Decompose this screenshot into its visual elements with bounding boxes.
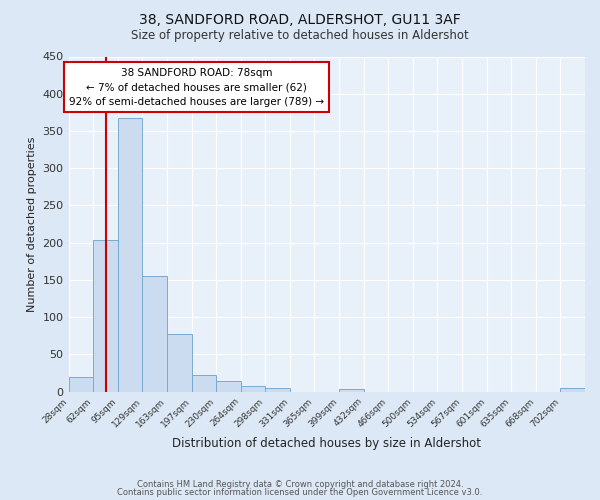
Bar [216, 380, 241, 392]
Bar [93, 240, 118, 392]
Bar [339, 388, 364, 392]
Bar [142, 276, 167, 392]
Bar [241, 386, 265, 392]
Bar [118, 118, 142, 392]
Bar [560, 388, 585, 392]
Text: Contains public sector information licensed under the Open Government Licence v3: Contains public sector information licen… [118, 488, 482, 497]
Bar [167, 334, 191, 392]
Text: 38 SANDFORD ROAD: 78sqm
← 7% of detached houses are smaller (62)
92% of semi-det: 38 SANDFORD ROAD: 78sqm ← 7% of detached… [69, 68, 324, 108]
Bar [191, 374, 216, 392]
Bar [265, 388, 290, 392]
Text: Size of property relative to detached houses in Aldershot: Size of property relative to detached ho… [131, 29, 469, 42]
Text: 38, SANDFORD ROAD, ALDERSHOT, GU11 3AF: 38, SANDFORD ROAD, ALDERSHOT, GU11 3AF [139, 12, 461, 26]
Y-axis label: Number of detached properties: Number of detached properties [27, 136, 37, 312]
Text: Contains HM Land Registry data © Crown copyright and database right 2024.: Contains HM Land Registry data © Crown c… [137, 480, 463, 489]
Bar [68, 377, 93, 392]
X-axis label: Distribution of detached houses by size in Aldershot: Distribution of detached houses by size … [172, 437, 481, 450]
